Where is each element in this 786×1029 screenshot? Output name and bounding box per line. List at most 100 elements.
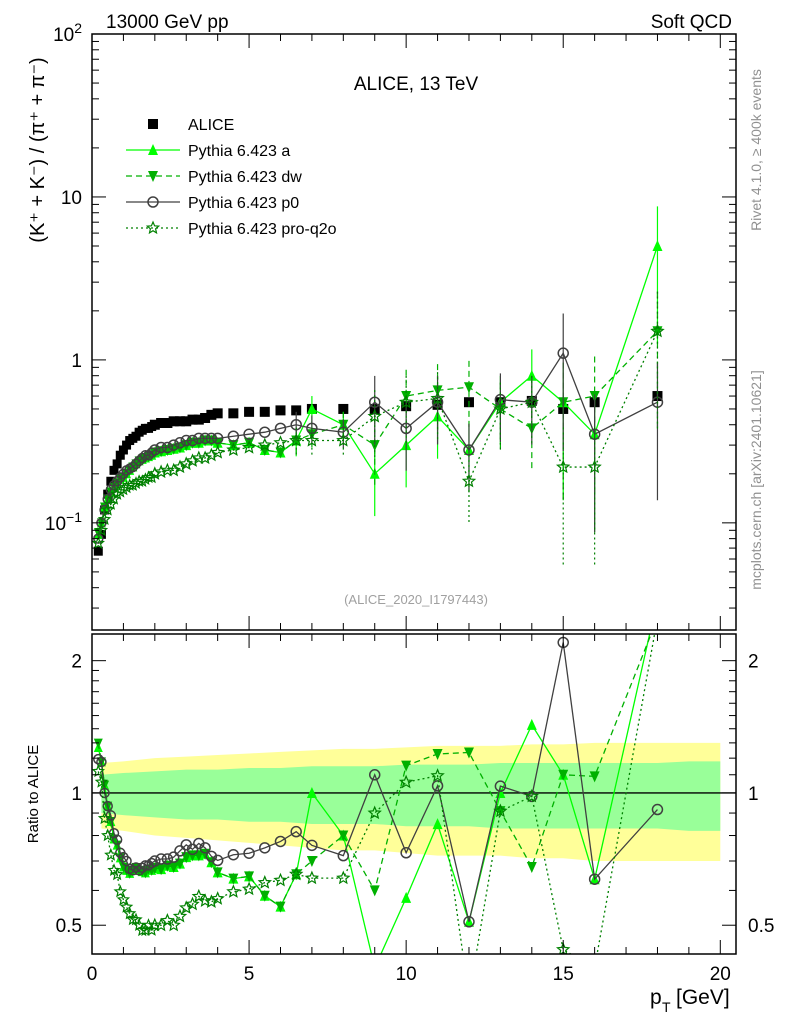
ratio-ylabel: Ratio to ALICE: [25, 745, 42, 843]
ratio-point-pythia-6-423-p0: [494, 780, 507, 792]
legend-label-pythia-6-423-dw: Pythia 6.423 dw: [188, 169, 302, 186]
x-tick-label: 5: [244, 964, 255, 985]
ratio-point-pythia-6-423-p0: [155, 853, 167, 865]
ratio-y-tick-label-right: 2: [748, 652, 759, 673]
ratio-uncertainty-bands: [92, 742, 736, 862]
ratio-point-pythia-6-423-a: [401, 891, 412, 903]
main-point-alice: [122, 440, 132, 450]
main-line-pythia-6-423-dw: [97, 330, 658, 533]
ratio-y-tick-label-right: 0.5: [748, 916, 774, 937]
main-point-alice: [212, 408, 223, 419]
main-point-alice: [206, 409, 217, 420]
main-point-alice: [93, 546, 103, 556]
ratio-frame: [91, 633, 737, 955]
ratio-point-pythia-6-423-p0: [290, 825, 302, 838]
ratio-point-pythia-6-423-p0: [400, 847, 412, 859]
ratio-point-pythia-6-423-dw: [259, 890, 270, 902]
ratio-point-pythia-6-423-p0: [588, 873, 601, 885]
main-point-pythia-6-423-pro-q2o: [650, 323, 665, 338]
ratio-point-pythia-6-423-dw: [589, 771, 600, 783]
legend-label-alice: ALICE: [188, 117, 234, 134]
main-point-pythia-6-423-p0: [155, 441, 167, 454]
ratio-point-pythia-6-423-p0: [306, 839, 318, 852]
main-point-pythia-6-423-p0: [259, 426, 271, 438]
legend-marker-alice: [148, 119, 158, 129]
main-point-alice: [193, 414, 204, 425]
legend-marker-pythia-6-423-pro-q2o: [145, 220, 161, 235]
ratio-point-pythia-6-423-dw: [228, 873, 239, 885]
rivet-label: Rivet 4.1.0, ≥ 400k events: [748, 69, 764, 231]
ratio-point-pythia-6-423-pro-q2o: [129, 912, 143, 926]
main-point-pythia-6-423-p0: [193, 432, 205, 445]
header-left: 13000 GeV pp: [106, 12, 229, 33]
main-point-pythia-6-423-p0: [494, 393, 507, 406]
main-point-pythia-6-423-p0: [180, 434, 192, 447]
main-point-pythia-6-423-p0: [337, 426, 350, 438]
ratio-point-pythia-6-423-p0: [199, 842, 211, 854]
main-point-pythia-6-423-p0: [400, 422, 412, 435]
ratio-point-pythia-6-423-pro-q2o: [92, 764, 105, 778]
y-tick-label: 1: [71, 351, 82, 372]
ratio-point-pythia-6-423-p0: [243, 847, 255, 859]
main-frame: [91, 33, 737, 631]
legend-marker-pythia-6-423-a: [148, 144, 158, 155]
main-point-pythia-6-423-p0: [290, 418, 302, 431]
main-point-alice: [109, 465, 119, 475]
main-point-pythia-6-423-pro-q2o: [101, 502, 115, 516]
main-point-pythia-6-423-p0: [274, 422, 287, 435]
ratio-y-tick-label: 2: [71, 652, 82, 673]
main-point-pythia-6-423-pro-q2o: [304, 432, 320, 447]
main-point-pythia-6-423-pro-q2o: [587, 459, 602, 474]
ratio-point-pythia-6-423-pro-q2o: [110, 867, 124, 881]
ratio-point-pythia-6-423-p0: [161, 853, 174, 865]
ratio-point-pythia-6-423-dw: [212, 867, 223, 879]
ratio-point-pythia-6-423-pro-q2o: [273, 872, 288, 887]
ratio-point-pythia-6-423-pro-q2o: [493, 803, 508, 818]
ratio-point-pythia-6-423-pro-q2o: [204, 894, 219, 909]
ratio-point-pythia-6-423-pro-q2o: [101, 828, 115, 842]
main-point-alice: [115, 450, 125, 460]
main-point-pythia-6-423-pro-q2o: [493, 401, 508, 416]
ratio-point-pythia-6-423-dw: [401, 760, 412, 772]
ratio-point-pythia-6-423-p0: [149, 855, 161, 867]
main-point-pythia-6-423-p0: [127, 461, 139, 473]
main-point-pythia-6-423-pro-q2o: [92, 536, 105, 549]
ratio-point-pythia-6-423-pro-q2o: [160, 913, 175, 927]
ratio-point-pythia-6-423-pro-q2o: [185, 896, 200, 911]
main-point-pythia-6-423-p0: [130, 458, 142, 470]
main-point-pythia-6-423-p0: [186, 434, 199, 447]
main-point-alice: [259, 406, 270, 417]
x-tick-label: 20: [710, 964, 731, 985]
main-point-pythia-6-423-dw: [244, 437, 255, 449]
main-point-alice: [168, 416, 179, 427]
main-point-alice: [118, 445, 128, 455]
ratio-point-pythia-6-423-dw: [338, 830, 349, 842]
ratio-point-pythia-6-423-pro-q2o: [398, 774, 414, 789]
xlabel-unit: [GeV]: [676, 986, 730, 1009]
main-point-pythia-6-423-p0: [174, 437, 186, 449]
chart-title: ALICE, 13 TeV: [354, 74, 479, 95]
ratio-point-pythia-6-423-a: [306, 786, 317, 798]
ratio-point-pythia-6-423-p0: [337, 849, 350, 862]
ratio-point-pythia-6-423-p0: [368, 769, 381, 781]
y-tick-label: 102: [53, 20, 82, 46]
ratio-point-pythia-6-423-pro-q2o: [367, 805, 382, 820]
ratio-point-pythia-6-423-p0: [227, 848, 240, 861]
ratio-point-pythia-6-423-pro-q2o: [524, 788, 539, 803]
main-point-alice: [174, 416, 185, 427]
ratio-point-pythia-6-423-pro-q2o: [94, 774, 109, 788]
main-point-alice: [149, 419, 160, 430]
ratio-point-pythia-6-423-pro-q2o: [153, 917, 169, 932]
ratio-point-pythia-6-423-p0: [174, 845, 186, 857]
main-point-pythia-6-423-p0: [205, 432, 218, 445]
ratio-point-pythia-6-423-pro-q2o: [97, 811, 112, 825]
ratio-point-pythia-6-423-pro-q2o: [116, 892, 131, 906]
ratio-point-pythia-6-423-p0: [93, 753, 104, 765]
ratio-line-pythia-6-423-p0: [97, 642, 658, 922]
main-point-pythia-6-423-p0: [211, 432, 224, 445]
main-point-alice: [112, 459, 122, 469]
main-point-pythia-6-423-p0: [140, 449, 151, 461]
main-point-pythia-6-423-p0: [368, 396, 381, 408]
